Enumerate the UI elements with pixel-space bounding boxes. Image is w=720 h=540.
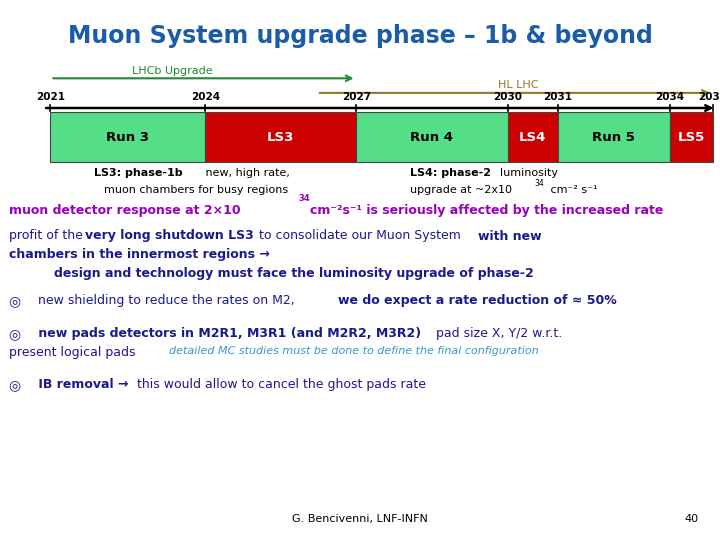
Text: new pads detectors in M2R1, M3R1 (and M2R2, M3R2): new pads detectors in M2R1, M3R1 (and M2…: [34, 327, 421, 340]
Bar: [50, 112, 205, 162]
Text: pad size X, Y/2 w.r.t.: pad size X, Y/2 w.r.t.: [432, 327, 562, 340]
Text: 2021: 2021: [36, 91, 65, 102]
Text: 34: 34: [298, 194, 310, 204]
Text: to consolidate our Muon System: to consolidate our Muon System: [255, 230, 464, 242]
Text: Run 5: Run 5: [593, 131, 635, 144]
Text: cm⁻² s⁻¹: cm⁻² s⁻¹: [547, 185, 598, 195]
Bar: [508, 112, 558, 162]
Text: IB removal →: IB removal →: [34, 378, 128, 391]
Text: LS4: phase-2: LS4: phase-2: [410, 168, 491, 179]
Text: very long shutdown LS3: very long shutdown LS3: [85, 230, 253, 242]
Text: 2030: 2030: [493, 91, 522, 102]
Text: detailed MC studies must be done to define the final configuration: detailed MC studies must be done to defi…: [162, 346, 539, 356]
Text: LS3: phase-1b: LS3: phase-1b: [94, 168, 182, 179]
Text: ◎: ◎: [9, 378, 21, 392]
Text: Muon System upgrade phase – 1b & beyond: Muon System upgrade phase – 1b & beyond: [68, 24, 652, 48]
Text: this would allow to cancel the ghost pads rate: this would allow to cancel the ghost pad…: [133, 378, 426, 391]
Text: Run 4: Run 4: [410, 131, 454, 144]
Text: ◎: ◎: [9, 327, 21, 341]
Text: 2024: 2024: [191, 91, 220, 102]
Text: 2035: 2035: [698, 91, 720, 102]
Text: cm⁻²s⁻¹ is seriously affected by the increased rate: cm⁻²s⁻¹ is seriously affected by the inc…: [310, 204, 663, 217]
Text: present logical pads: present logical pads: [9, 346, 135, 359]
Text: 2031: 2031: [544, 91, 572, 102]
Text: 2027: 2027: [342, 91, 371, 102]
Text: ◎: ◎: [9, 294, 21, 308]
Text: new, high rate,: new, high rate,: [202, 168, 289, 179]
Bar: [205, 112, 356, 162]
Text: muon detector response at 2×10: muon detector response at 2×10: [9, 204, 240, 217]
Text: luminosity: luminosity: [493, 168, 558, 179]
Bar: [356, 112, 508, 162]
Text: new shielding to reduce the rates on M2,: new shielding to reduce the rates on M2,: [34, 294, 299, 307]
Text: 34: 34: [534, 179, 544, 188]
Text: LS4: LS4: [519, 131, 546, 144]
Text: HL LHC: HL LHC: [498, 80, 539, 90]
Text: muon chambers for busy regions: muon chambers for busy regions: [104, 185, 289, 195]
Text: LS5: LS5: [678, 131, 705, 144]
Bar: [558, 112, 670, 162]
Text: LHCb Upgrade: LHCb Upgrade: [132, 65, 213, 76]
Text: upgrade at ~2x10: upgrade at ~2x10: [410, 185, 513, 195]
Text: profit of the: profit of the: [9, 230, 86, 242]
Bar: [670, 112, 713, 162]
Text: we do expect a rate reduction of ≈ 50%: we do expect a rate reduction of ≈ 50%: [338, 294, 617, 307]
Text: 2034: 2034: [655, 91, 684, 102]
Text: G. Bencivenni, LNF-INFN: G. Bencivenni, LNF-INFN: [292, 514, 428, 524]
Text: 40: 40: [684, 514, 698, 524]
Text: with new: with new: [478, 230, 541, 242]
Text: design and technology must face the luminosity upgrade of phase-2: design and technology must face the lumi…: [54, 267, 534, 280]
Text: LS3: LS3: [267, 131, 294, 144]
Text: Run 3: Run 3: [107, 131, 149, 144]
Text: chambers in the innermost regions →: chambers in the innermost regions →: [9, 248, 269, 261]
